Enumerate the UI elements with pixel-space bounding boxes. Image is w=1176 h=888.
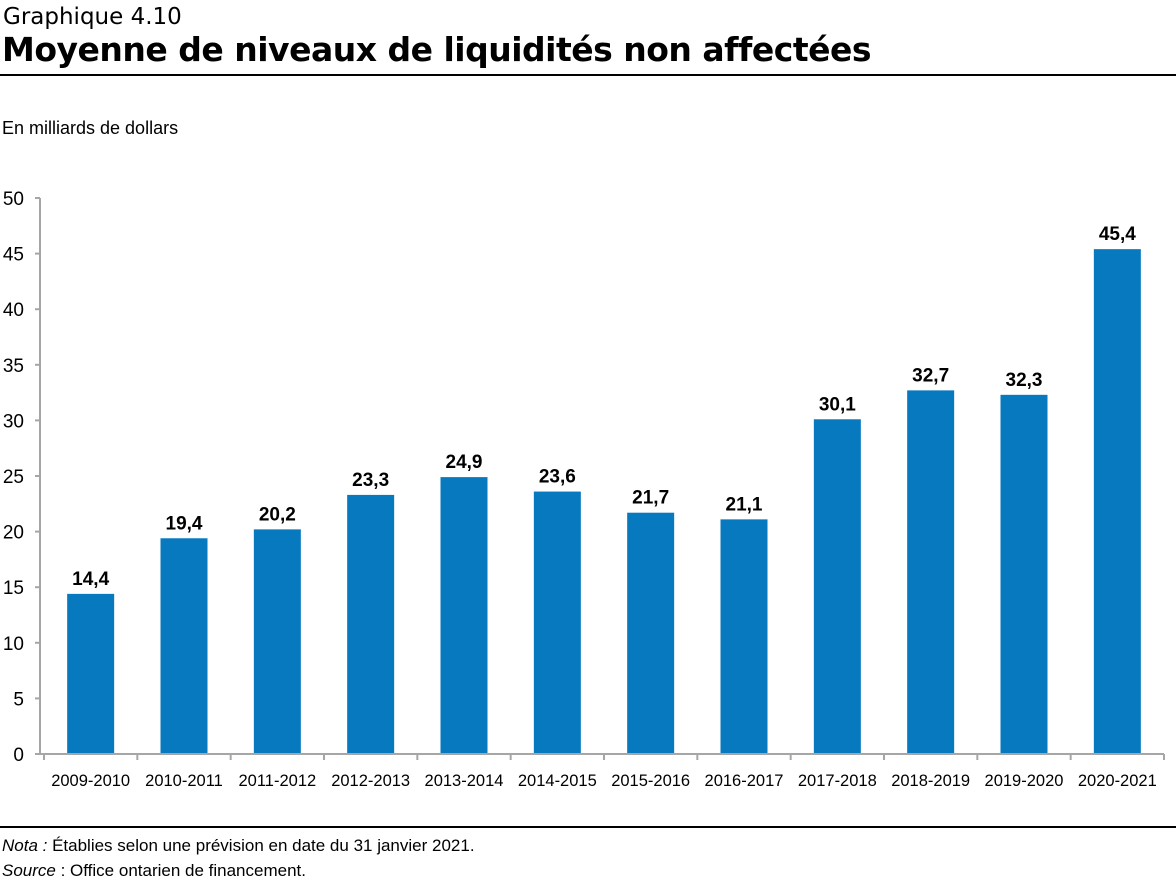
y-tick-label: 45 [3, 245, 24, 266]
x-tick-label: 2012-2013 [331, 772, 410, 790]
data-label: 32,3 [1006, 370, 1043, 391]
data-label: 21,7 [632, 488, 669, 509]
bar-2011-2012 [253, 529, 301, 754]
footnote-nota: Nota : Établies selon une prévision en d… [2, 836, 475, 856]
x-tick-label: 2015-2016 [611, 772, 690, 790]
x-tick-label: 2017-2018 [798, 772, 877, 790]
data-label: 30,1 [819, 394, 856, 415]
x-tick-label: 2011-2012 [238, 772, 316, 790]
source-label: Source [2, 861, 56, 880]
y-tick-label: 20 [3, 523, 24, 544]
data-label: 14,4 [72, 569, 109, 590]
footer-rule [0, 826, 1176, 828]
y-tick-label: 0 [13, 745, 24, 766]
bar-2020-2021 [1093, 249, 1141, 755]
y-axis-label: En milliards de dollars [2, 118, 179, 138]
y-tick-label: 35 [3, 356, 24, 377]
data-label: 20,2 [259, 504, 296, 525]
x-tick-label: 2013-2014 [425, 772, 504, 790]
nota-text: Établies selon une prévision en date du … [47, 836, 475, 855]
footnote-source: Source : Office ontarien de financement. [2, 861, 306, 881]
bar-2019-2020 [1000, 394, 1048, 754]
y-tick-label: 50 [3, 189, 24, 210]
bar-2018-2019 [907, 390, 955, 754]
data-label: 19,4 [166, 513, 203, 534]
y-tick-label: 30 [3, 411, 24, 432]
y-tick-label: 5 [13, 689, 24, 710]
nota-label: Nota : [2, 836, 48, 855]
chart-title: Moyenne de niveaux de liquidités non aff… [2, 30, 872, 69]
y-tick-label: 40 [3, 300, 24, 321]
x-tick-label: 2009-2010 [51, 772, 130, 790]
source-text: : Office ontarien de financement. [55, 861, 306, 880]
title-rule [0, 74, 1176, 76]
data-label: 23,3 [352, 470, 389, 491]
bar-2017-2018 [813, 419, 861, 754]
data-label: 21,1 [726, 494, 763, 515]
data-label: 32,7 [912, 365, 949, 386]
bar-2013-2014 [440, 477, 488, 754]
bar-2016-2017 [720, 519, 768, 754]
bar-2009-2010 [67, 593, 115, 754]
x-tick-label: 2014-2015 [518, 772, 597, 790]
y-tick-label: 10 [3, 634, 24, 655]
x-tick-label: 2018-2019 [891, 772, 970, 790]
bar-2014-2015 [533, 491, 581, 754]
data-label: 24,9 [446, 452, 483, 473]
bar-2015-2016 [627, 512, 675, 754]
y-tick-label: 25 [3, 467, 24, 488]
y-tick-label: 15 [3, 578, 24, 599]
x-tick-label: 2010-2011 [145, 772, 223, 790]
x-tick-label: 2016-2017 [705, 772, 784, 790]
figure-number: Graphique 4.10 [3, 4, 182, 30]
bar-2012-2013 [347, 494, 395, 754]
data-label: 45,4 [1099, 224, 1136, 245]
bar-2010-2011 [160, 538, 208, 754]
data-label: 23,6 [539, 467, 576, 488]
x-tick-label: 2019-2020 [985, 772, 1064, 790]
x-tick-label: 2020-2021 [1078, 772, 1157, 790]
